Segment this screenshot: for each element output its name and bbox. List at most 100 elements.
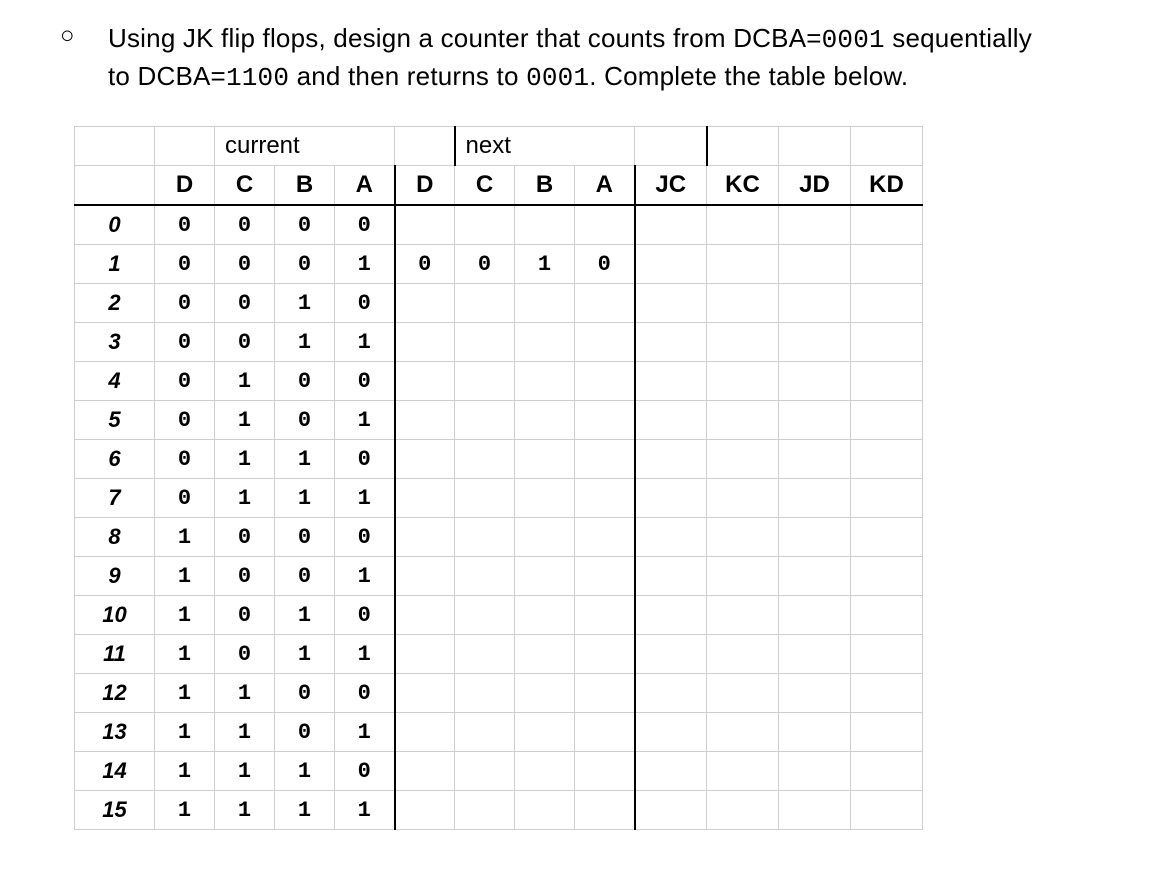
hdr-cur-A: A: [335, 166, 395, 206]
jk-cell: [779, 479, 851, 518]
cur-bit: 0: [215, 205, 275, 245]
nxt-bit: [455, 205, 515, 245]
nxt-bit: [455, 791, 515, 830]
cur-bit: 0: [275, 401, 335, 440]
question-block: ○ Using JK flip flops, design a counter …: [60, 20, 1152, 96]
nxt-bit: [395, 401, 455, 440]
nxt-bit: [515, 440, 575, 479]
jk-cell: [851, 791, 923, 830]
table-row: 60110: [75, 440, 923, 479]
cur-bit: 1: [275, 635, 335, 674]
nxt-bit: [515, 323, 575, 362]
cur-bit: 0: [215, 284, 275, 323]
table-row: 40100: [75, 362, 923, 401]
jk-cell: [779, 791, 851, 830]
cur-bit: 0: [275, 557, 335, 596]
jk-cell: [707, 518, 779, 557]
jk-cell: [851, 596, 923, 635]
jk-cell: [779, 518, 851, 557]
nxt-bit: [575, 752, 635, 791]
section-current: current: [215, 127, 395, 166]
jk-cell: [851, 323, 923, 362]
jk-cell: [779, 323, 851, 362]
cur-bit: 0: [155, 323, 215, 362]
nxt-bit: [395, 557, 455, 596]
nxt-bit: [455, 440, 515, 479]
nxt-bit: 1: [515, 245, 575, 284]
blank-cell: [75, 127, 155, 166]
hdr-nxt-C: C: [455, 166, 515, 206]
table-wrap: current next D C B A D C B A JC KC: [74, 126, 1152, 830]
cur-bit: 1: [275, 440, 335, 479]
nxt-bit: [575, 596, 635, 635]
cur-bit: 0: [215, 596, 275, 635]
cur-bit: 1: [215, 674, 275, 713]
hdr-nxt-A: A: [575, 166, 635, 206]
hdr-KC: KC: [707, 166, 779, 206]
cur-bit: 0: [275, 205, 335, 245]
nxt-bit: [455, 323, 515, 362]
hdr-nxt-D: D: [395, 166, 455, 206]
cur-bit: 1: [335, 635, 395, 674]
jk-cell: [779, 596, 851, 635]
hdr-KD: KD: [851, 166, 923, 206]
q-line2-mid: and then returns to: [289, 61, 526, 91]
jk-cell: [851, 635, 923, 674]
jk-cell: [851, 440, 923, 479]
jk-cell: [851, 284, 923, 323]
q-line2-code1: 1100: [226, 63, 289, 93]
cur-bit: 1: [215, 791, 275, 830]
jk-cell: [779, 205, 851, 245]
jk-cell: [707, 440, 779, 479]
section-row: current next: [75, 127, 923, 166]
cur-bit: 0: [155, 440, 215, 479]
jk-cell: [779, 635, 851, 674]
cur-bit: 0: [335, 362, 395, 401]
row-index: 8: [75, 518, 155, 557]
hdr-cur-D: D: [155, 166, 215, 206]
nxt-bit: [395, 752, 455, 791]
jk-cell: [851, 205, 923, 245]
cur-bit: 0: [155, 284, 215, 323]
blank-cell: [635, 127, 707, 166]
cur-bit: 1: [335, 557, 395, 596]
cur-bit: 1: [335, 401, 395, 440]
nxt-bit: 0: [455, 245, 515, 284]
nxt-bit: [515, 362, 575, 401]
jk-cell: [707, 284, 779, 323]
nxt-bit: [395, 635, 455, 674]
jk-cell: [851, 557, 923, 596]
nxt-bit: [575, 284, 635, 323]
nxt-bit: [515, 284, 575, 323]
nxt-bit: [395, 674, 455, 713]
row-index: 5: [75, 401, 155, 440]
nxt-bit: [455, 284, 515, 323]
table-row: 81000: [75, 518, 923, 557]
q-line2-post: . Complete the table below.: [589, 61, 908, 91]
cur-bit: 0: [215, 323, 275, 362]
jk-cell: [635, 518, 707, 557]
nxt-bit: [395, 440, 455, 479]
cur-bit: 1: [275, 791, 335, 830]
nxt-bit: [395, 479, 455, 518]
nxt-bit: [575, 518, 635, 557]
cur-bit: 1: [155, 635, 215, 674]
jk-cell: [851, 518, 923, 557]
q-line1-pre: Using JK flip flops, design a counter th…: [108, 23, 822, 53]
nxt-bit: [515, 479, 575, 518]
nxt-bit: [455, 518, 515, 557]
jk-cell: [707, 479, 779, 518]
nxt-bit: [575, 323, 635, 362]
cur-bit: 0: [335, 674, 395, 713]
jk-cell: [635, 713, 707, 752]
cur-bit: 0: [155, 401, 215, 440]
nxt-bit: 0: [575, 245, 635, 284]
cur-bit: 1: [155, 557, 215, 596]
nxt-bit: [455, 752, 515, 791]
jk-cell: [779, 752, 851, 791]
nxt-bit: [515, 557, 575, 596]
hdr-JC: JC: [635, 166, 707, 206]
nxt-bit: [515, 518, 575, 557]
table-row: 30011: [75, 323, 923, 362]
cur-bit: 0: [215, 518, 275, 557]
